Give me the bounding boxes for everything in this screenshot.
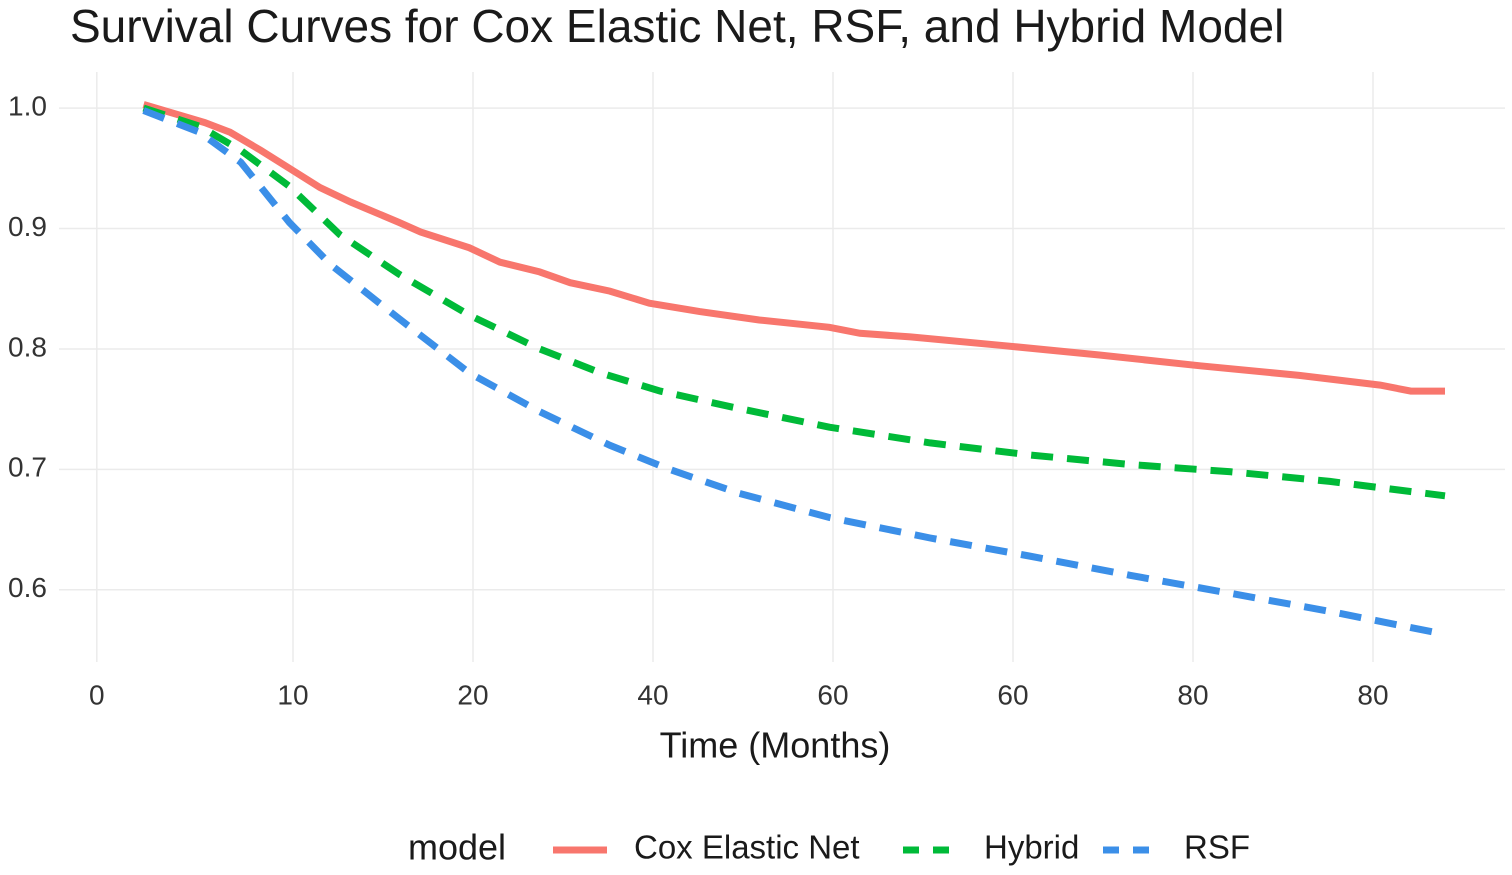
y-tick-label: 0.7 <box>8 452 47 483</box>
x-tick-label: 0 <box>89 679 105 710</box>
legend-label: RSF <box>1184 829 1250 866</box>
x-tick-label: 60 <box>997 679 1028 710</box>
y-tick-label: 0.8 <box>8 331 47 362</box>
survival-line <box>142 107 1446 638</box>
y-tick-label: 0.9 <box>8 211 47 242</box>
survival-line <box>142 104 1446 500</box>
x-tick-label: 20 <box>457 679 488 710</box>
y-tick-label: 0.6 <box>8 572 47 603</box>
x-tick-label: 60 <box>817 679 848 710</box>
x-axis-label: Time (Months) <box>660 725 891 766</box>
y-tick-label: 1.0 <box>8 91 47 122</box>
legend-title: model <box>408 827 506 868</box>
x-tick-label: 80 <box>1177 679 1208 710</box>
grid <box>59 72 1505 662</box>
survival-line <box>142 101 1445 395</box>
legend-label: Cox Elastic Net <box>634 829 860 866</box>
x-tick-label: 80 <box>1357 679 1388 710</box>
chart-title: Survival Curves for Cox Elastic Net, RSF… <box>70 0 1284 52</box>
x-tick-label: 10 <box>277 679 308 710</box>
legend-label: Hybrid <box>984 829 1079 866</box>
x-tick-label: 40 <box>637 679 668 710</box>
